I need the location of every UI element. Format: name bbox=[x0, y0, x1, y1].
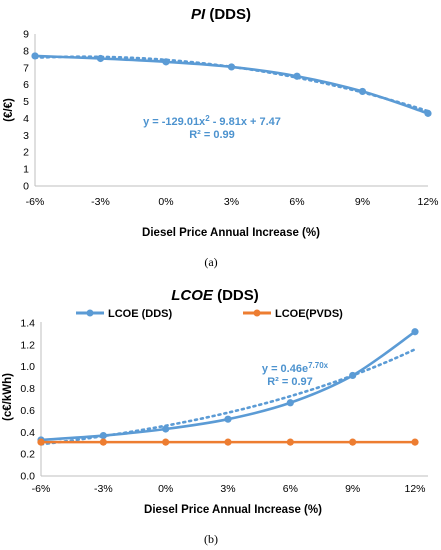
chart-a-xtick: 12% bbox=[417, 196, 438, 208]
legend-label-dds: LCOE (DDS) bbox=[108, 308, 173, 320]
legend-marker-dds bbox=[86, 309, 94, 317]
chart-a-title-main: PI bbox=[191, 6, 206, 23]
chart-b-xtick: 9% bbox=[345, 483, 360, 495]
chart-b-ytick: 1.4 bbox=[20, 318, 35, 330]
chart-a-point bbox=[358, 87, 367, 96]
chart-a-xtick: -6% bbox=[26, 196, 45, 208]
chart-b-trendline bbox=[39, 348, 417, 446]
chart-b-xtick: 6% bbox=[283, 483, 298, 495]
chart-b-eq-part1: y = 0.46e bbox=[262, 363, 308, 375]
chart-b-title: LCOE (DDS) bbox=[171, 287, 259, 304]
chart-b-xtick: 3% bbox=[220, 483, 235, 495]
chart-b-point bbox=[411, 438, 419, 446]
chart-a-point bbox=[31, 52, 39, 60]
chart-b-ytick: 0.2 bbox=[20, 449, 35, 461]
chart-a-xtick: 0% bbox=[158, 196, 173, 208]
chart-b-x-label: Diesel Price Annual Increase (%) bbox=[144, 504, 322, 516]
chart-a-point bbox=[227, 63, 236, 71]
chart-b-ytick: 1.2 bbox=[20, 339, 35, 351]
chart-pi: PI (DDS) (€/€) Diesel Price Annual Incre… bbox=[3, 6, 439, 269]
chart-a-xtick: 9% bbox=[355, 196, 370, 208]
chart-b-point bbox=[162, 425, 170, 433]
chart-b-title-main: LCOE bbox=[171, 287, 214, 304]
chart-a-r2: R² = 0.99 bbox=[189, 129, 235, 141]
chart-a-eq-sup: 2 bbox=[205, 114, 210, 123]
chart-b-ytick: 0.6 bbox=[20, 405, 35, 417]
chart-b-legend: LCOE (DDS) LCOE(PVDS) bbox=[76, 308, 343, 320]
chart-b-title-suffix: (DDS) bbox=[217, 287, 259, 304]
chart-b-ytick: 0.0 bbox=[20, 471, 35, 483]
chart-b-xtick: 0% bbox=[158, 483, 173, 495]
chart-b-series-dds-line bbox=[40, 330, 416, 442]
chart-b-point bbox=[349, 438, 357, 446]
chart-b-ytick: 1.0 bbox=[20, 361, 35, 373]
chart-b-point bbox=[286, 438, 294, 446]
chart-b-point bbox=[349, 371, 357, 380]
chart-a-point bbox=[293, 72, 301, 80]
chart-a-caption: (a) bbox=[204, 255, 217, 269]
legend-label-pvds: LCOE(PVDS) bbox=[275, 308, 343, 320]
chart-b-caption: (b) bbox=[204, 532, 218, 546]
chart-a-equation: y = -129.01x2 - 9.81x + 7.47 bbox=[143, 114, 281, 129]
chart-b-point bbox=[99, 438, 107, 446]
chart-b-point bbox=[224, 438, 232, 446]
chart-b-eq-sup: 7.70x bbox=[308, 361, 329, 370]
chart-a-y-label: (€/€) bbox=[3, 98, 15, 122]
chart-a-ytick: 7 bbox=[23, 62, 29, 74]
chart-a-ytick: 5 bbox=[23, 96, 29, 108]
chart-b-point bbox=[162, 438, 170, 446]
chart-b-ytick: 0.8 bbox=[20, 383, 35, 395]
chart-b-equation: y = 0.46e7.70x bbox=[262, 361, 329, 376]
chart-a-ytick: 2 bbox=[23, 147, 29, 159]
chart-b-xtick: -3% bbox=[94, 483, 113, 495]
chart-a-eq-part1: y = -129.01x bbox=[143, 116, 206, 128]
chart-a-point bbox=[162, 58, 170, 66]
chart-a-ytick: 3 bbox=[23, 130, 29, 142]
chart-a-title-suffix: (DDS) bbox=[209, 6, 251, 23]
chart-a-eq-part2: - 9.81x + 7.47 bbox=[210, 116, 281, 128]
chart-b-point bbox=[99, 431, 107, 440]
chart-b-r2: R² = 0.97 bbox=[267, 376, 313, 388]
chart-b-point bbox=[37, 438, 45, 446]
chart-a-x-label: Diesel Price Annual Increase (%) bbox=[142, 227, 320, 239]
chart-a-point bbox=[424, 109, 432, 117]
chart-a-xtick: -3% bbox=[91, 196, 110, 208]
chart-a-title: PI (DDS) bbox=[191, 6, 251, 23]
chart-b-xtick: 12% bbox=[404, 483, 425, 495]
chart-b-xtick: -6% bbox=[32, 483, 51, 495]
chart-b-point bbox=[286, 399, 294, 407]
chart-a-xtick: 6% bbox=[289, 196, 304, 208]
chart-b-ytick: 0.4 bbox=[20, 427, 35, 439]
chart-b-point bbox=[411, 328, 419, 336]
chart-b-y-label: (c€/kWh) bbox=[2, 373, 14, 421]
chart-lcoe: LCOE (DDS) LCOE (DDS) LCOE(PVDS) (c€/kWh… bbox=[2, 287, 428, 546]
chart-a-ytick: 0 bbox=[23, 181, 29, 193]
chart-a-xtick: 3% bbox=[224, 196, 239, 208]
chart-a-ytick: 6 bbox=[23, 79, 29, 91]
legend-marker-pvds bbox=[253, 309, 261, 317]
chart-a-ytick: 8 bbox=[23, 45, 29, 57]
chart-b-point bbox=[224, 415, 232, 423]
chart-a-ytick: 1 bbox=[23, 164, 29, 176]
chart-a-point bbox=[96, 54, 105, 63]
chart-a-ytick: 4 bbox=[23, 113, 29, 125]
chart-a-ytick: 9 bbox=[23, 29, 29, 41]
